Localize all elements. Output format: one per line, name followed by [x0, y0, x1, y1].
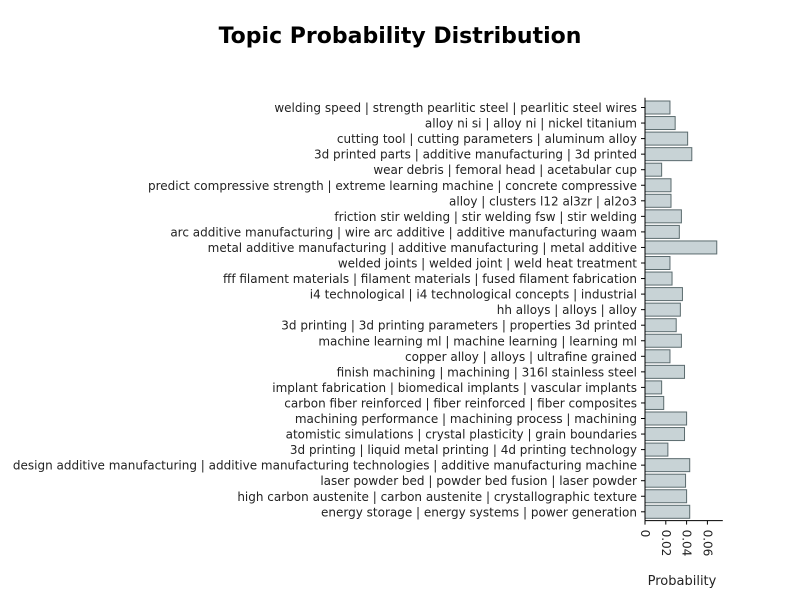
bar — [644, 473, 687, 488]
x-axis-label: Probability — [648, 574, 717, 589]
bar — [644, 147, 693, 162]
bar — [644, 318, 677, 333]
category-label: high carbon austenite | carbon austenite… — [237, 490, 637, 504]
category-label: finish machining | machining | 316l stai… — [337, 365, 637, 379]
category-labels-group: welding speed | strength pearlitic steel… — [13, 101, 645, 519]
category-label: laser powder bed | powder bed fusion | l… — [320, 474, 637, 488]
category-label: machine learning ml | machine learning |… — [318, 334, 637, 348]
bar — [644, 178, 672, 193]
bar — [644, 271, 673, 286]
bar — [644, 333, 682, 348]
category-label: welding speed | strength pearlitic steel… — [274, 101, 637, 115]
chart-title: Topic Probability Distribution — [218, 24, 582, 49]
x-tick-label: 0.06 — [700, 530, 714, 557]
x-tick-label: 0.04 — [680, 530, 694, 557]
bar — [644, 224, 680, 239]
x-ticks-group: 0 0.02 0.04 0.06 — [638, 520, 714, 557]
category-label: wear debris | femoral head | acetabular … — [373, 163, 637, 177]
bar — [644, 364, 686, 379]
bar — [644, 395, 665, 410]
category-label: arc additive manufacturing | wire arc ad… — [170, 225, 637, 239]
bar — [644, 209, 682, 224]
category-label: welded joints | welded joint | weld heat… — [338, 257, 637, 271]
category-label: atomistic simulations | crystal plastici… — [286, 428, 637, 442]
bar — [644, 193, 672, 208]
bar — [644, 349, 671, 364]
bar — [644, 162, 663, 177]
category-label: carbon fiber reinforced | fiber reinforc… — [284, 396, 637, 410]
x-tick-label: 0 — [638, 530, 652, 538]
bars-group — [644, 100, 718, 519]
category-label: machining performance | machining proces… — [295, 412, 637, 426]
axes-group — [644, 97, 723, 522]
category-label: alloy ni si | alloy ni | nickel titanium — [425, 117, 637, 131]
bar — [644, 240, 718, 255]
bar — [644, 458, 691, 473]
bar — [644, 380, 663, 395]
category-label: predict compressive strength | extreme l… — [148, 179, 637, 193]
bar — [644, 489, 688, 504]
bar — [644, 100, 671, 115]
bar — [644, 504, 691, 519]
category-label: 3d printing | 3d printing parameters | p… — [281, 319, 637, 333]
category-label: cutting tool | cutting parameters | alum… — [337, 132, 637, 146]
bar — [644, 116, 676, 131]
category-label: alloy | clusters l12 al3zr | al2o3 — [449, 194, 637, 208]
bar — [644, 427, 686, 442]
category-label: implant fabrication | biomedical implant… — [272, 381, 637, 395]
category-label: hh alloys | alloys | alloy — [497, 303, 637, 317]
bar — [644, 411, 688, 426]
bar — [644, 302, 681, 317]
category-label: 3d printed parts | additive manufacturin… — [314, 148, 637, 162]
category-label: metal additive manufacturing | additive … — [208, 241, 637, 255]
category-label: friction stir welding | stir welding fsw… — [334, 210, 637, 224]
category-label: fff filament materials | filament materi… — [223, 272, 637, 286]
x-tick-label: 0.02 — [659, 530, 673, 557]
bar — [644, 287, 683, 302]
bar — [644, 442, 669, 457]
category-label: 3d printing | liquid metal printing | 4d… — [290, 443, 637, 457]
category-label: design additive manufacturing | additive… — [13, 459, 637, 473]
bar — [644, 256, 671, 270]
category-label: i4 technological | i4 technological conc… — [310, 288, 637, 302]
bar — [644, 131, 689, 146]
category-label: energy storage | energy systems | power … — [321, 505, 637, 519]
category-label: copper alloy | alloys | ultrafine graine… — [405, 350, 637, 364]
